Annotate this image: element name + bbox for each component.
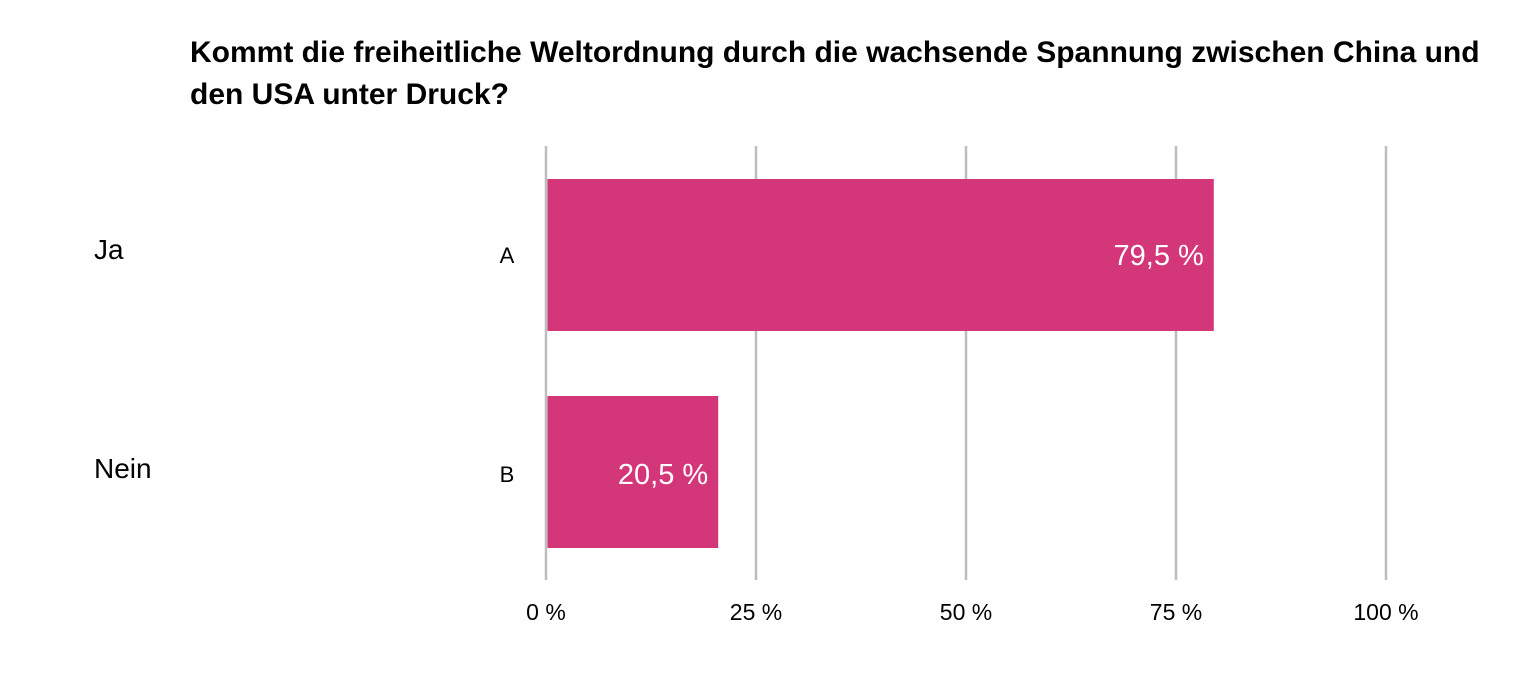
x-tick-label: 25 %	[730, 599, 782, 625]
x-tick-label: 75 %	[1150, 599, 1202, 625]
category-label: B	[500, 462, 515, 487]
chart-title: Kommt die freiheitliche Weltordnung durc…	[190, 36, 1480, 111]
bars	[547, 179, 1214, 548]
bar-a	[547, 179, 1214, 331]
data-label: 79,5 %	[1114, 240, 1204, 272]
data-label: 20,5 %	[618, 459, 708, 491]
category-label: A	[500, 243, 515, 268]
bar-b	[547, 396, 719, 548]
x-tick-label: 0 %	[526, 599, 566, 625]
labels: 0 % 25 % 50 % 75 % 100 % 79,5 % A Ja 20,5 % B Nein	[94, 234, 1419, 625]
x-tick-label: 100 %	[1353, 599, 1418, 625]
answer-label-yes: Ja	[94, 234, 124, 265]
x-tick-label: 50 %	[940, 599, 992, 625]
answer-label-no: Nein	[94, 453, 152, 484]
